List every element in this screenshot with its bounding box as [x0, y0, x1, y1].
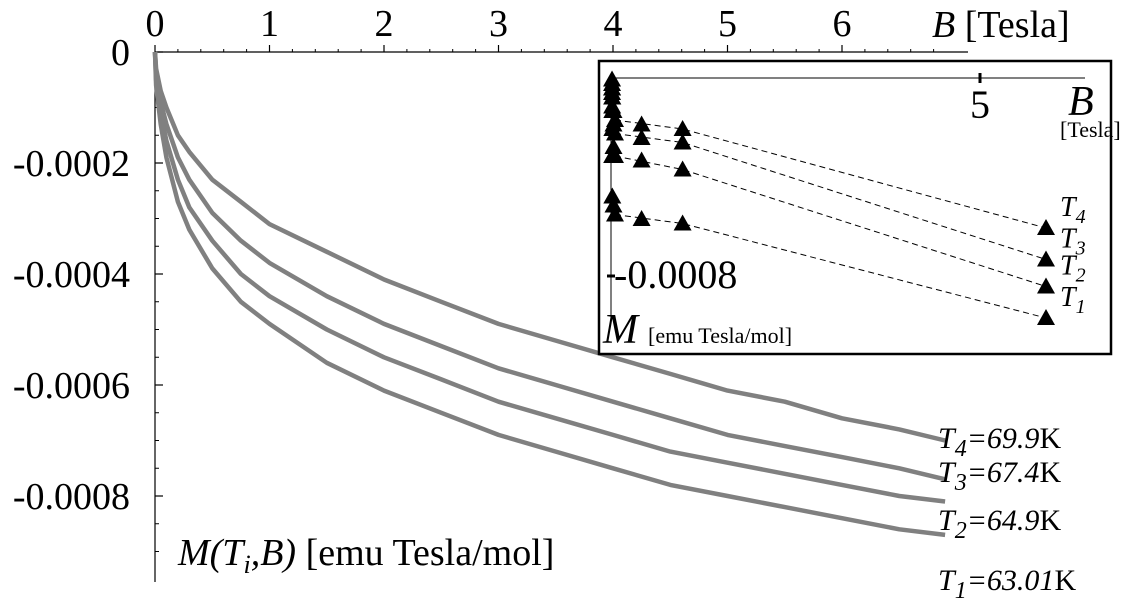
inset-point	[632, 210, 651, 226]
series-curve	[152, 51, 946, 538]
series-label: T1=63.01K	[938, 564, 1076, 600]
series-label: T2=64.9K	[938, 504, 1061, 544]
inset-point	[606, 205, 624, 222]
x-tick-label: 4	[604, 3, 623, 45]
x-tick-label: 3	[489, 3, 508, 45]
inset-point	[604, 138, 623, 154]
inset-point	[604, 196, 623, 213]
inset-point	[632, 151, 651, 168]
x-tick-label: 1	[260, 3, 279, 45]
inset-series-label: T3	[1060, 224, 1086, 260]
y-tick-label: -0.0006	[13, 365, 130, 407]
inset-point	[603, 147, 622, 163]
series-curve	[152, 51, 946, 443]
inset-series-label: T2	[1060, 251, 1086, 287]
y-axis-title: M(Ti,B) [emu Tesla/mol]	[177, 532, 554, 579]
x-tick-label: 5	[718, 3, 737, 45]
y-tick-label: -0.0002	[13, 143, 130, 185]
inset-x-axis-unit: [Tesla]	[1060, 117, 1121, 142]
main-chart: 0 1 2 3 4 5 6 0 -0.0002 -0.0004 -0.0006 -0.0008 B [T…	[13, 3, 1077, 600]
inset-frame	[597, 59, 1113, 356]
inset-point	[673, 214, 692, 231]
inset-y-tick-label: -0.0008	[614, 252, 737, 297]
inset-point	[673, 120, 692, 136]
x-tick-label: 6	[833, 3, 852, 45]
x-tick-label: 2	[375, 3, 394, 45]
inset-y-axis-unit: [emu Tesla/mol]	[648, 323, 792, 348]
inset-series-label: T1	[1060, 282, 1086, 318]
inset-x-axis-title: B	[1068, 79, 1094, 125]
series-curve	[152, 51, 946, 504]
y-tick-label: -0.0004	[13, 254, 130, 296]
inset-point	[603, 187, 622, 204]
y-tick-label: -0.0008	[13, 476, 130, 518]
x-axis-title: B [Tesla]	[932, 4, 1070, 46]
inset-x-tick-label: 5	[970, 82, 990, 127]
inset-point	[603, 97, 622, 114]
inset-point	[603, 84, 622, 100]
inset-point	[673, 133, 692, 150]
inset-point	[603, 120, 622, 136]
inset-point	[1037, 250, 1055, 267]
x-tick-label: 0	[146, 3, 165, 45]
y-tick-label: 0	[111, 32, 130, 74]
series-label: T4=69.9K	[938, 422, 1061, 462]
inset-point	[1037, 309, 1055, 325]
inset-point	[632, 129, 651, 145]
inset-point	[632, 115, 651, 132]
inset-y-axis-title: M	[602, 307, 640, 353]
inset-point	[1037, 219, 1055, 235]
series-curve	[152, 51, 946, 482]
inset-series-label: T4	[1060, 192, 1086, 228]
inset-point	[1037, 277, 1055, 294]
series-label: T3=67.4K	[938, 456, 1061, 496]
inset-point	[673, 160, 692, 177]
